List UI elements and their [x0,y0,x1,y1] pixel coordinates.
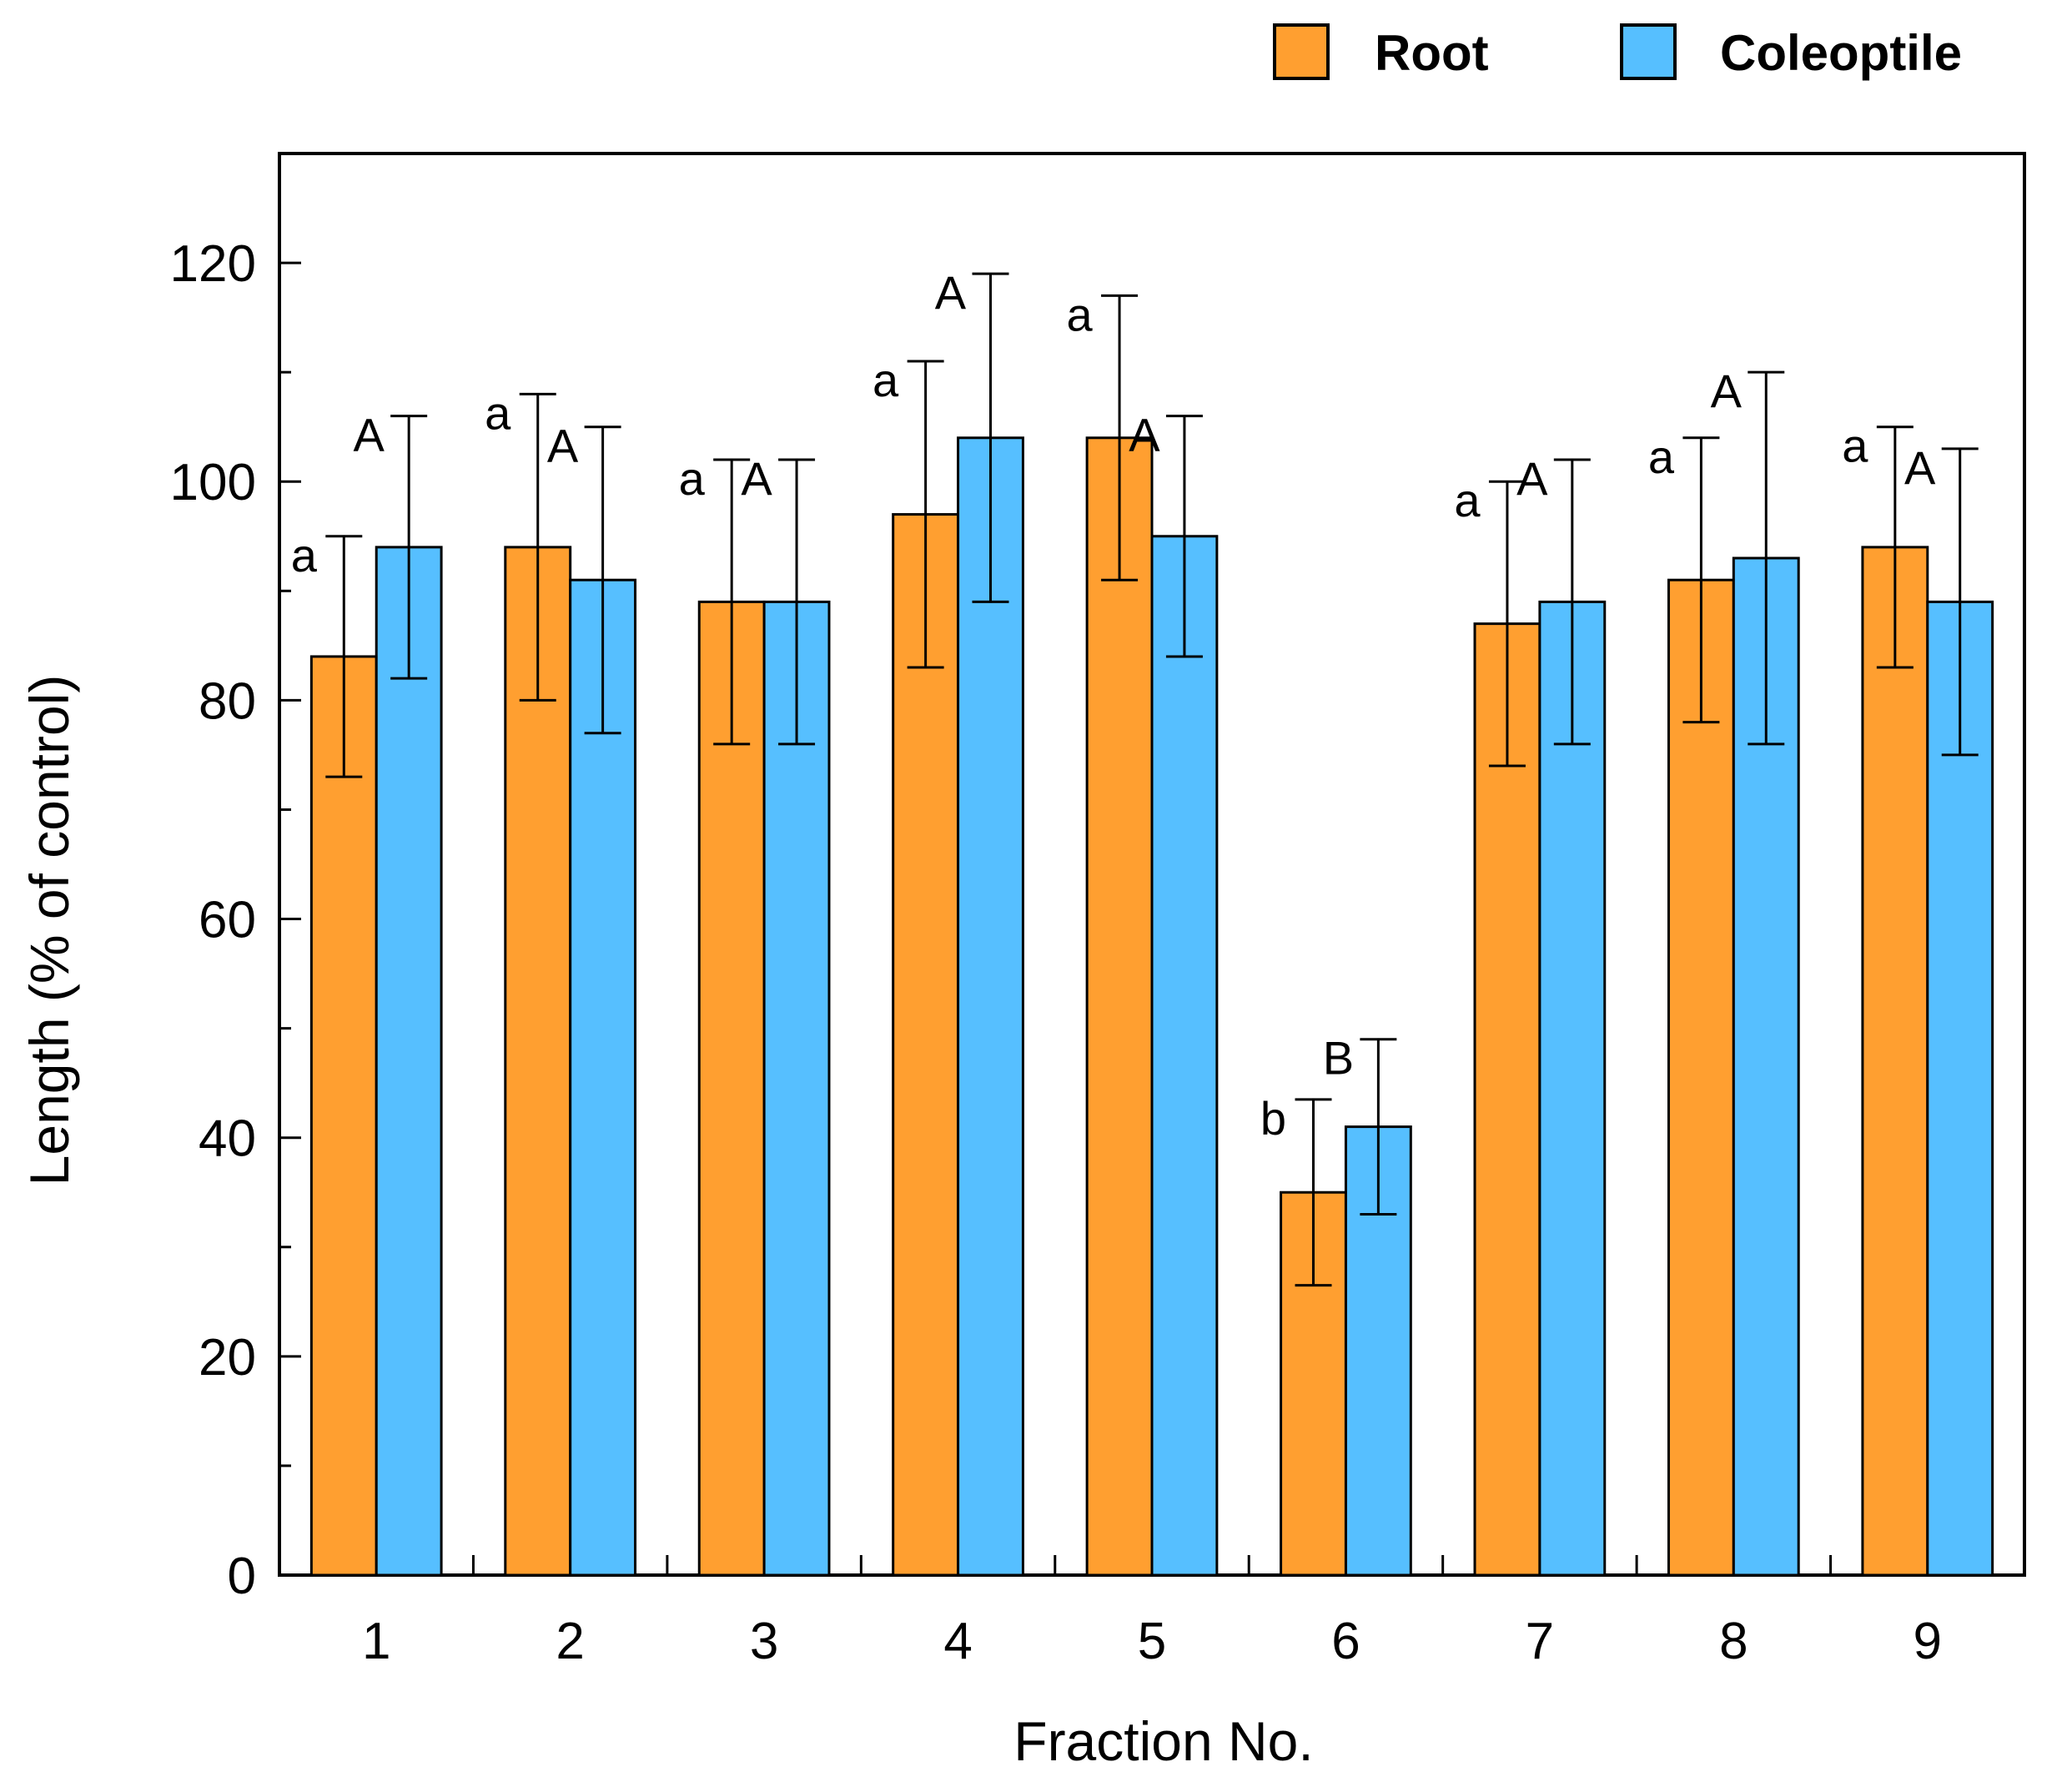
bar-coleoptile-3 [762,600,831,1577]
x-tick-label: 9 [1914,1613,1942,1670]
x-tick-label: 5 [1138,1613,1166,1670]
significance-letter-coleoptile-3: A [741,452,772,505]
significance-letter-coleoptile-2: A [547,420,579,472]
x-tick-label: 6 [1331,1613,1360,1670]
bar-root-8 [1667,578,1735,1577]
significance-letter-root-2: a [485,386,511,439]
bar-root-5 [1085,436,1154,1577]
bar-coleoptile-4 [957,436,1024,1577]
bar-coleoptile-7 [1538,600,1607,1577]
y-tick-label: 120 [170,235,256,293]
y-tick-label: 100 [170,454,256,511]
significance-letter-root-9: a [1842,420,1868,472]
y-tick-label: 0 [228,1548,256,1605]
x-axis-title: Fraction No. [1013,1710,1313,1772]
bar-root-1 [309,655,378,1577]
legend-label-coleoptile: Coleoptile [1720,25,1962,81]
bar-root-4 [892,513,960,1577]
legend-label-root: Root [1375,25,1489,81]
significance-letter-root-6: b [1260,1092,1286,1145]
tick-labels: 0 20 40 60 80 100 120 1 2 3 4 5 6 7 8 9 [170,235,1942,1670]
y-tick-label: 20 [199,1329,256,1387]
error-bars [325,272,1979,1287]
x-tick-label: 4 [943,1613,972,1670]
significance-letter-root-8: a [1648,430,1675,483]
axis-ticks [279,261,1833,1577]
significance-letter-coleoptile-5: A [1129,409,1160,461]
y-tick-label: 60 [199,892,256,949]
significance-letter-root-7: a [1454,474,1481,526]
bar-root-9 [1861,546,1929,1577]
x-tick-label: 7 [1526,1613,1554,1670]
significance-letter-coleoptile-8: A [1711,365,1743,417]
y-tick-label: 40 [199,1110,256,1168]
significance-letter-root-1: a [291,529,318,581]
significance-letter-coleoptile-7: A [1516,452,1548,505]
bar-coleoptile-1 [375,546,443,1577]
y-tick-label: 80 [199,672,256,730]
bar-root-3 [697,600,766,1577]
legend: Root Coleoptile [1273,23,1962,81]
bars [309,436,1994,1577]
x-tick-label: 3 [750,1613,778,1670]
x-tick-label: 8 [1719,1613,1748,1670]
significance-letter-root-5: a [1066,288,1093,340]
significance-letter-coleoptile-1: A [353,409,385,461]
bar-coleoptile-5 [1150,535,1219,1577]
legend-swatch-coleoptile [1620,23,1677,80]
significance-letter-coleoptile-4: A [935,266,967,319]
significance-letter-root-4: a [873,354,899,406]
bar-root-7 [1473,622,1541,1577]
legend-swatch-root [1273,23,1330,80]
significance-letter-root-3: a [679,452,706,505]
x-tick-label: 1 [362,1613,390,1670]
x-tick-label: 2 [556,1613,584,1670]
significance-letter-coleoptile-6: B [1323,1032,1354,1085]
y-axis-title: Length (% of control) [18,675,80,1186]
significance-letter-coleoptile-9: A [1904,441,1936,494]
